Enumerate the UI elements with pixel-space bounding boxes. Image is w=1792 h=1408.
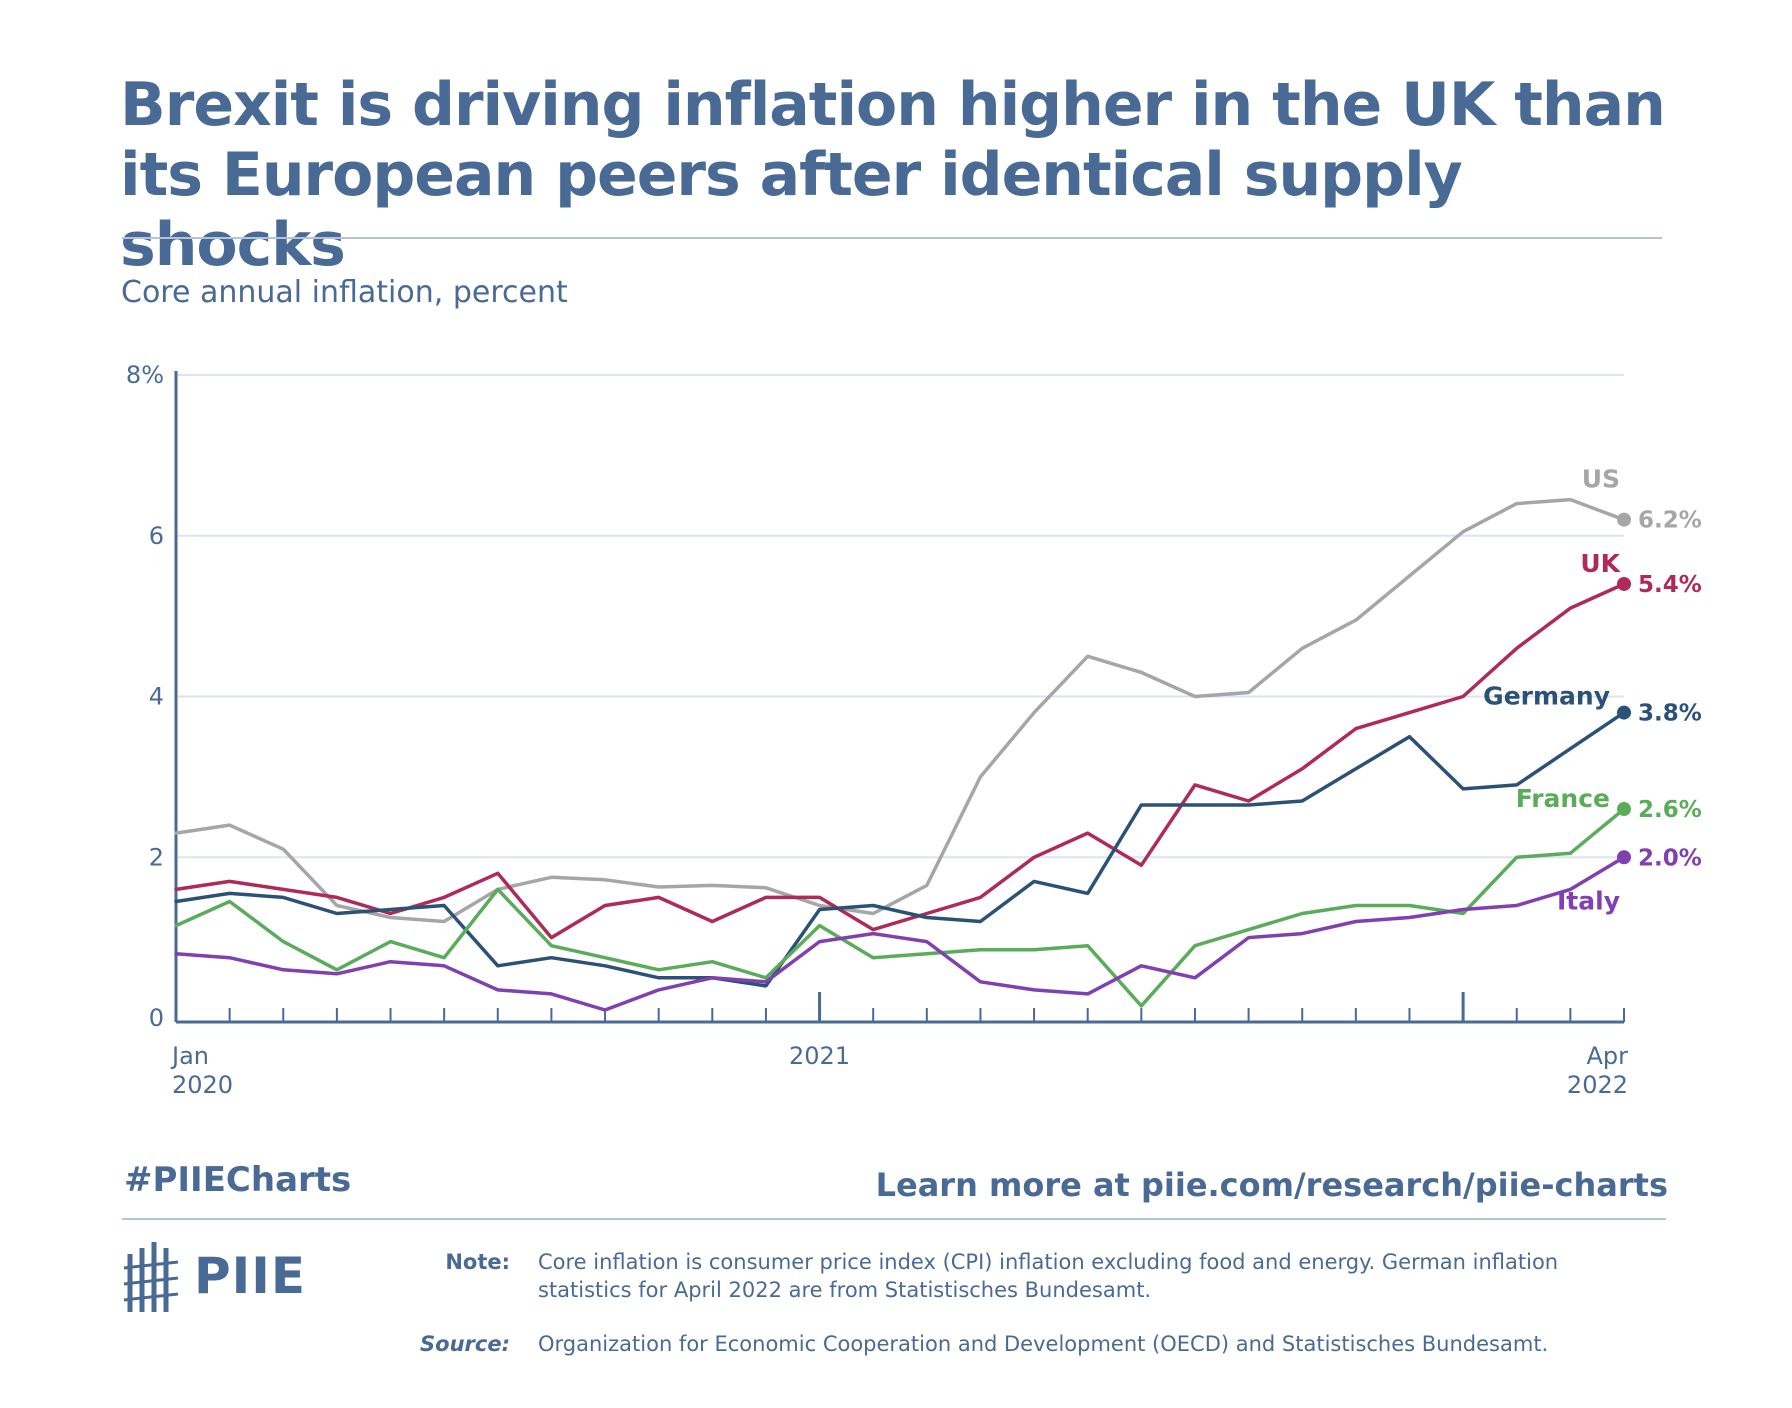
series-endpoint-germany: [1617, 705, 1631, 720]
y-tick-label-4: 4: [149, 683, 164, 711]
source-text: Organization for Economic Cooperation an…: [538, 1332, 1549, 1356]
note-row: Note: Core inflation is consumer price i…: [400, 1248, 1658, 1304]
x-tick-label-27-line2: 2022: [1567, 1071, 1628, 1099]
series-name-label-italy: Italy: [1557, 886, 1620, 915]
series-name-label-us: US: [1582, 465, 1620, 494]
series-endpoint-france: [1617, 802, 1631, 817]
series-line-us: [174, 497, 1626, 924]
series-value-label-germany: 3.8%: [1638, 701, 1702, 727]
piie-logo: PIIE: [122, 1238, 306, 1314]
piie-building-icon: [123, 1242, 179, 1312]
y-tick-label-0: 0: [149, 1004, 164, 1032]
series-value-label-uk: 5.4%: [1638, 572, 1702, 598]
series-line-italy: [174, 855, 1626, 1012]
chart-subtitle: Core annual inflation, percent: [121, 275, 568, 310]
series-line-france: [174, 807, 1626, 1008]
label-layer: 6.2% US 5.4% UK 3.8% Germany 2.6% France 2.0% Ita…: [1483, 465, 1702, 916]
series-name-label-uk: UK: [1580, 549, 1621, 578]
x-tick-label-12-line1: 2021: [789, 1042, 850, 1070]
series-line-germany: [174, 710, 1626, 988]
series-endpoint-uk: [1617, 576, 1631, 591]
series-layer: [174, 497, 1631, 1012]
footer-divider: [122, 1218, 1666, 1220]
learn-more-link[interactable]: Learn more at piie.com/research/piie-cha…: [875, 1166, 1668, 1204]
series-endpoint-italy: [1617, 850, 1631, 865]
hashtag-label: #PIIECharts: [124, 1160, 352, 1200]
source-label: Source:: [420, 1332, 510, 1356]
y-tick-label-6: 6: [149, 522, 164, 550]
chart-title: Brexit is driving inflation higher in th…: [120, 70, 1680, 280]
series-name-label-germany: Germany: [1483, 682, 1610, 711]
series-value-label-france: 2.6%: [1638, 797, 1702, 823]
series-value-label-us: 6.2%: [1638, 508, 1702, 534]
y-tick-label-8: 8%: [126, 361, 164, 389]
y-tick-label-2: 2: [149, 843, 164, 871]
series-name-label-france: France: [1516, 784, 1610, 813]
note-text: Core inflation is consumer price index (…: [538, 1250, 1559, 1302]
series-line-uk: [174, 582, 1626, 940]
note-label: Note:: [445, 1250, 510, 1274]
x-tick-label-0-line2: 2020: [172, 1071, 233, 1099]
series-value-label-italy: 2.0%: [1638, 845, 1702, 871]
x-tick-label-27-line1: Apr: [1586, 1042, 1628, 1070]
grid-layer: [176, 374, 1624, 859]
source-row: Source: Organization for Economic Cooper…: [400, 1330, 1658, 1358]
title-divider: [122, 237, 1662, 239]
x-tick-label-0-line1: Jan: [170, 1042, 209, 1070]
chart-title-line-2: its European peers after identical suppl…: [120, 140, 1463, 280]
chart-title-line-1: Brexit is driving inflation higher in th…: [120, 70, 1666, 140]
piie-logo-text: PIIE: [194, 1247, 307, 1305]
series-endpoint-us: [1617, 512, 1631, 527]
